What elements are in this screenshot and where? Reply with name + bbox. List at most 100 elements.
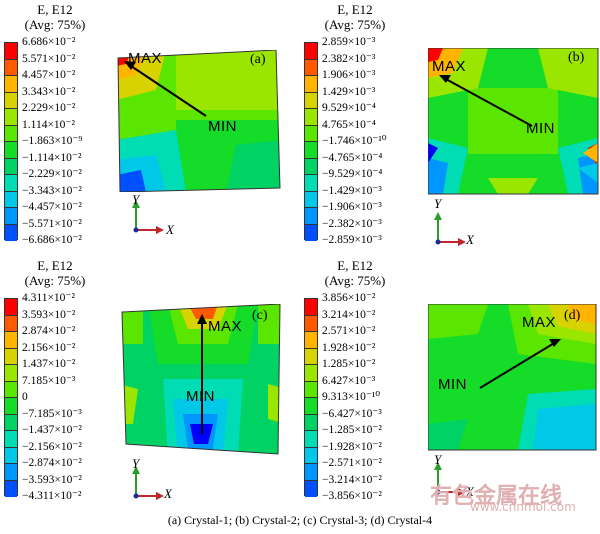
legend-swatch bbox=[305, 315, 317, 332]
legend-tick-label: 2.229×10⁻² bbox=[22, 102, 76, 114]
legend-swatch bbox=[305, 398, 317, 415]
panel-label: (b) bbox=[568, 50, 585, 65]
legend-swatch bbox=[305, 158, 317, 175]
legend-swatch bbox=[5, 365, 17, 382]
strain-contour-c bbox=[118, 304, 286, 456]
legend-tick-label: −2.156×10⁻² bbox=[22, 440, 82, 453]
panel-a: E, E12 (Avg: 75%) 6.686×10⁻² 5.571×10⁻² 4.4… bbox=[0, 0, 300, 260]
legend-swatch bbox=[5, 125, 17, 142]
legend-swatch bbox=[5, 43, 17, 60]
axis-x-label: X bbox=[466, 484, 474, 499]
legend-swatch bbox=[5, 299, 17, 316]
legend-tick-label: −4.311×10⁻² bbox=[22, 490, 82, 502]
legend-ticks: 4.311×10⁻² 3.593×10⁻² 2.874×10⁻² 2.156×10⁻²… bbox=[22, 290, 82, 505]
watermark-url: www.cnnmol.com bbox=[470, 500, 576, 514]
legend-tick-label: −4.457×10⁻² bbox=[22, 201, 82, 213]
legend-tick-label: 4.457×10⁻² bbox=[22, 69, 76, 81]
legend-swatch bbox=[305, 431, 317, 448]
legend-tick-label: −3.593×10⁻² bbox=[22, 473, 82, 486]
legend-tick-label: −9.529×10⁻⁴ bbox=[322, 168, 383, 180]
legend-tick-label: 0 bbox=[22, 391, 28, 403]
legend-ticks: 3.856×10⁻² 3.214×10⁻² 2.571×10⁻² 1.928×10⁻²… bbox=[322, 290, 382, 505]
axis-y-label: Y bbox=[132, 456, 140, 471]
legend-tick-label: −1.437×10⁻² bbox=[22, 424, 82, 436]
watermark-cn: 有色金属在线 bbox=[430, 484, 563, 509]
panel-d: E, E12 (Avg: 75%) 3.856×10⁻² 3.214×10⁻² 2.5… bbox=[300, 256, 600, 516]
legend-swatch bbox=[305, 381, 317, 398]
legend-tick-label: 9.529×10⁻⁴ bbox=[322, 102, 376, 114]
panel-b: E, E12 (Avg: 75%) 2.859×10⁻³ 2.382×10⁻³ 1.9… bbox=[300, 0, 600, 260]
min-marker: MIN bbox=[208, 118, 237, 135]
legend-tick-label: −1.863×10⁻⁹ bbox=[22, 135, 83, 147]
legend-swatch bbox=[305, 447, 317, 464]
legend-tick-label: −2.874×10⁻² bbox=[22, 457, 82, 469]
legend-swatch bbox=[5, 332, 17, 349]
legend-ticks: 6.686×10⁻² 5.571×10⁻² 4.457×10⁻² 3.343×10⁻²… bbox=[22, 34, 82, 249]
legend-tick-label: 3.214×10⁻² bbox=[322, 308, 376, 321]
axis-triad bbox=[428, 456, 488, 507]
legend-swatch bbox=[305, 464, 317, 481]
legend-swatch bbox=[5, 398, 17, 415]
strain-contour-a bbox=[116, 50, 282, 192]
legend-tick-label: 2.156×10⁻² bbox=[22, 341, 76, 354]
legend-swatch bbox=[5, 208, 17, 225]
legend-tick-label: 1.437×10⁻² bbox=[22, 358, 76, 370]
legend-tick-label: −7.185×10⁻³ bbox=[22, 407, 82, 420]
legend-swatch bbox=[5, 59, 17, 76]
strain-contour-d bbox=[428, 304, 598, 452]
color-legend bbox=[304, 298, 318, 497]
legend-tick-label: 3.856×10⁻² bbox=[322, 292, 376, 304]
legend-swatch bbox=[305, 142, 317, 159]
legend-swatch bbox=[305, 92, 317, 109]
legend-tick-label: −1.906×10⁻³ bbox=[322, 201, 382, 213]
axis-y-label: Y bbox=[434, 196, 442, 211]
panel-label: (c) bbox=[252, 308, 268, 323]
legend-swatch bbox=[5, 381, 17, 398]
legend-title: E, E12 (Avg: 75%) bbox=[24, 2, 86, 32]
legend-swatch bbox=[305, 480, 317, 497]
legend-tick-label: 3.343×10⁻² bbox=[22, 85, 76, 98]
color-legend bbox=[4, 298, 18, 497]
legend-tick-label: 2.874×10⁻² bbox=[22, 325, 76, 337]
axis-x-label: X bbox=[166, 222, 174, 237]
legend-tick-label: −5.571×10⁻² bbox=[22, 217, 82, 230]
axis-triad bbox=[428, 206, 488, 257]
legend-title: E, E12 (Avg: 75%) bbox=[324, 2, 386, 32]
legend-swatch bbox=[5, 92, 17, 109]
legend-swatch bbox=[305, 365, 317, 382]
strain-contour-b bbox=[428, 48, 600, 196]
legend-tick-label: 3.593×10⁻² bbox=[22, 308, 76, 321]
legend-swatch bbox=[305, 125, 317, 142]
color-legend bbox=[304, 42, 318, 241]
legend-ticks: 2.859×10⁻³ 2.382×10⁻³ 1.906×10⁻³ 1.429×10⁻³… bbox=[322, 34, 386, 249]
axis-y-label: Y bbox=[132, 192, 140, 207]
panel-label: (d) bbox=[564, 308, 581, 323]
legend-swatch bbox=[305, 175, 317, 192]
legend-title: E, E12 (Avg: 75%) bbox=[24, 258, 86, 288]
legend-swatch bbox=[5, 480, 17, 497]
legend-swatch bbox=[305, 224, 317, 241]
legend-tick-label: −1.928×10⁻² bbox=[322, 440, 382, 453]
legend-tick-label: 6.686×10⁻² bbox=[22, 36, 76, 48]
legend-tick-label: 7.185×10⁻³ bbox=[22, 374, 76, 387]
axis-x-label: X bbox=[466, 232, 474, 247]
color-legend bbox=[4, 42, 18, 241]
legend-tick-label: 2.571×10⁻² bbox=[322, 325, 376, 337]
legend-tick-label: 1.114×10⁻² bbox=[22, 118, 75, 131]
legend-swatch bbox=[305, 208, 317, 225]
legend-swatch bbox=[305, 109, 317, 126]
legend-swatch bbox=[305, 76, 317, 93]
legend-tick-label: 1.285×10⁻² bbox=[322, 358, 376, 370]
legend-swatch bbox=[5, 175, 17, 192]
min-marker: MIN bbox=[186, 388, 215, 405]
legend-swatch bbox=[305, 59, 317, 76]
max-marker: MAX bbox=[128, 50, 163, 67]
legend-title: E, E12 (Avg: 75%) bbox=[324, 258, 386, 288]
legend-swatch bbox=[305, 43, 317, 60]
legend-tick-label: −4.765×10⁻⁴ bbox=[322, 151, 383, 164]
legend-swatch bbox=[305, 414, 317, 431]
legend-tick-label: 4.311×10⁻² bbox=[22, 292, 75, 304]
legend-swatch bbox=[5, 447, 17, 464]
legend-swatch bbox=[5, 464, 17, 481]
legend-tick-label: −1.285×10⁻² bbox=[322, 424, 382, 436]
